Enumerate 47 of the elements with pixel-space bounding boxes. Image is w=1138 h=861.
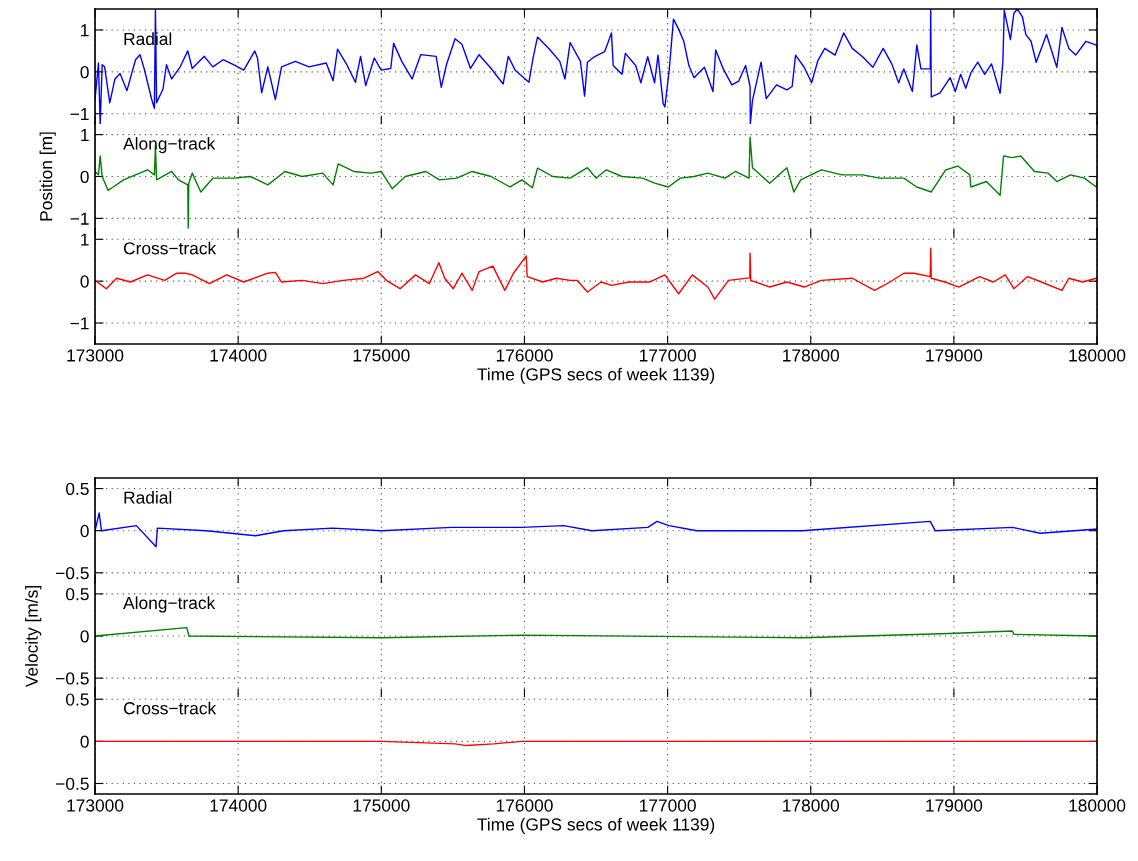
- y-tick-label: 0.5: [66, 482, 89, 496]
- x-tick-label: 176000: [496, 349, 553, 362]
- y-tick-label: −1: [70, 108, 89, 120]
- x-tick-label: 173000: [67, 799, 124, 812]
- y-tick-label: 0: [80, 170, 89, 183]
- y-tick-label: −0.5: [56, 566, 89, 580]
- series-label: Cross−track: [123, 241, 217, 255]
- y-tick-label: 0: [80, 630, 89, 643]
- series-label: Along−track: [123, 596, 216, 613]
- y-tick-label: 0: [80, 524, 89, 538]
- y-axis-title: Velocity [m/s]: [25, 586, 42, 688]
- line-series: [95, 512, 1098, 548]
- y-tick-label: 0: [80, 735, 89, 748]
- y-tick-label: −0.5: [56, 777, 89, 790]
- x-tick-label: 180000: [1069, 349, 1126, 362]
- y-tick-label: 1: [81, 128, 89, 141]
- y-tick-label: 0.5: [66, 693, 89, 706]
- x-axis-title: Time (GPS secs of week 1139): [477, 817, 715, 835]
- y-tick-label: 0: [80, 66, 89, 79]
- x-tick-label: 179000: [926, 799, 983, 812]
- line-series: [95, 136, 1098, 229]
- x-axis-title: Time (GPS secs of week 1139): [477, 367, 715, 384]
- y-tick-label: 0.5: [66, 588, 89, 601]
- x-tick-label: 180000: [1069, 799, 1126, 812]
- x-tick-label: 179000: [926, 349, 983, 362]
- x-tick-label: 176000: [496, 799, 553, 812]
- x-tick-label: 173000: [67, 349, 124, 362]
- y-tick-label: −1: [70, 317, 89, 330]
- x-tick-label: 178000: [783, 799, 840, 812]
- series-label: Cross−track: [123, 701, 217, 715]
- x-tick-label: 174000: [210, 349, 267, 362]
- x-tick-label: 175000: [353, 349, 410, 362]
- series-label: Along−track: [123, 137, 216, 154]
- y-axis-title: Position [m]: [39, 132, 56, 221]
- line-series: [95, 626, 1098, 639]
- y-tick-label: −1: [70, 212, 89, 225]
- x-tick-label: 178000: [783, 349, 840, 362]
- series-label: Radial: [124, 491, 172, 504]
- x-tick-label: 177000: [639, 349, 696, 362]
- y-tick-label: 0: [80, 275, 89, 288]
- y-tick-label: 1: [81, 233, 89, 246]
- y-tick-label: −0.5: [56, 672, 89, 685]
- x-tick-label: 177000: [639, 799, 696, 812]
- line-series: [95, 9, 1098, 125]
- x-tick-label: 174000: [210, 799, 267, 812]
- x-tick-label: 175000: [353, 799, 410, 812]
- y-tick-label: 1: [81, 24, 89, 37]
